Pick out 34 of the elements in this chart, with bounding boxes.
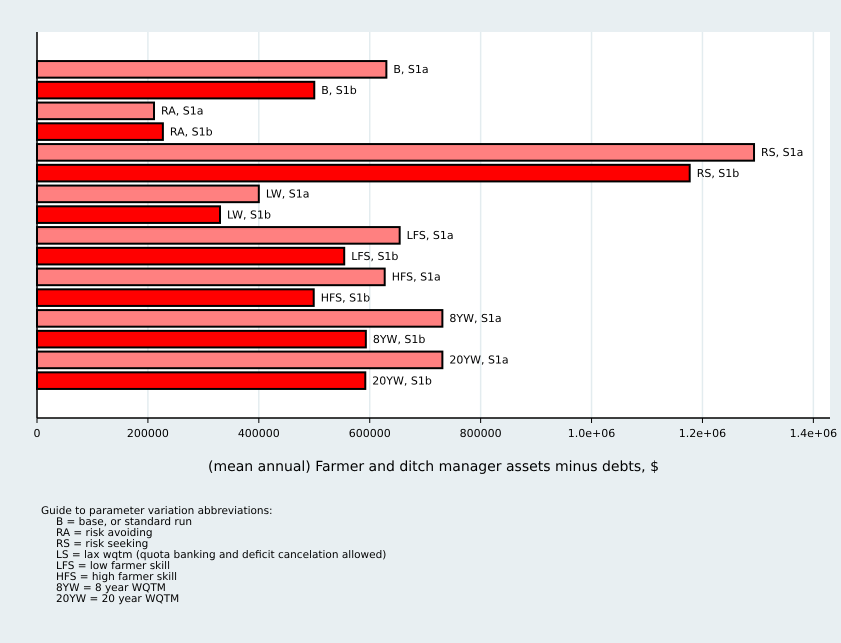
y-tick-label: HFS, S1b [320, 291, 370, 304]
text: RA = risk avoiding [56, 527, 153, 539]
x-axis-title: (mean annual) Farmer and ditch manager assets minus debts, $ [208, 459, 659, 475]
text: 20YW = 20 year WQTM [56, 593, 180, 605]
y-tick-label: LFS, S1b [351, 250, 398, 263]
x-tick-label: 600000 [348, 427, 391, 440]
y-tick-label: LW, S1b [227, 208, 271, 222]
text: 8YW = 8 year WQTM [56, 582, 166, 594]
y-tick-label: RS, S1a [761, 146, 804, 160]
text: LS = lax wqtm (quota banking and deficit cancelation allowed) [56, 549, 386, 561]
x-tick-label: 800000 [460, 427, 502, 440]
y-tick-label: RA, S1a [161, 104, 204, 118]
y-tick-label: RS, S1b [696, 166, 740, 180]
y-tick-label: 8YW, S1a [449, 312, 502, 326]
text: Guide to parameter variation abbreviations: [41, 505, 273, 517]
y-tick-label: 8YW, S1b [372, 332, 426, 346]
y-tick-label: B, S1a [393, 63, 429, 76]
y-tick-label: HFS, S1a [392, 270, 441, 284]
x-tick-label: 1.4e+06 [790, 427, 838, 440]
y-tick-label: LFS, S1a [406, 229, 454, 242]
x-tick-label: 1.2e+06 [678, 427, 726, 440]
x-tick-label: 400000 [238, 427, 280, 440]
y-tick-label: 20YW, S1a [449, 354, 509, 367]
text: LFS = low farmer skill [56, 560, 170, 572]
text: RS = risk seeking [56, 538, 148, 550]
y-tick-label: RA, S1b [170, 125, 213, 138]
x-tick-label: 200000 [126, 427, 169, 440]
text: HFS = high farmer skill [56, 571, 178, 583]
x-tick-label: 0 [34, 427, 40, 440]
x-tick-label: 1.0e+06 [568, 427, 616, 440]
y-tick-label: LW, S1a [266, 188, 310, 201]
y-tick-label: B, S1b [321, 84, 357, 97]
text: B = base, or standard run [56, 516, 192, 528]
y-tick-label: 20YW, S1b [372, 374, 432, 388]
